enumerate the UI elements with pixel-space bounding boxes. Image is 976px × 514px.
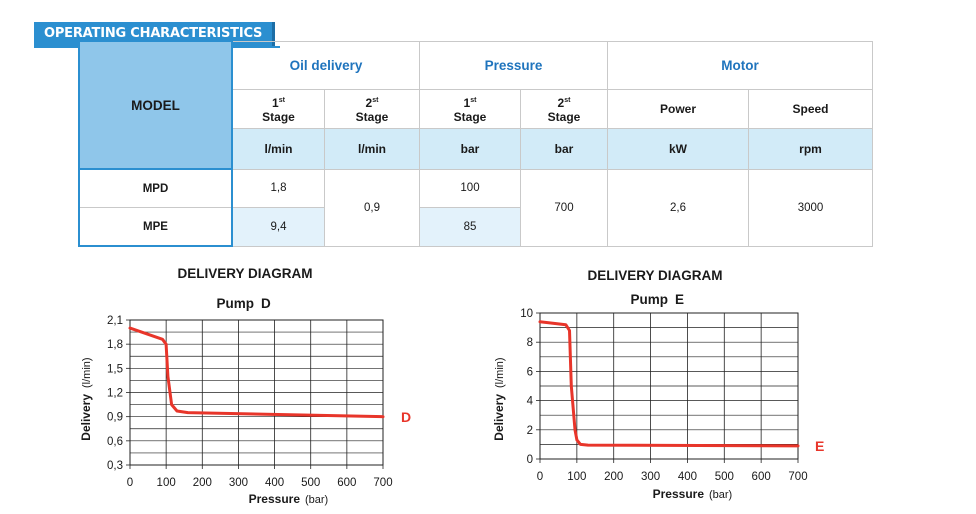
oil-stage2-sup: st xyxy=(372,96,379,104)
y-tick-label: 0,6 xyxy=(107,436,123,448)
oil-delivery-header: Oil delivery xyxy=(231,40,420,90)
x-tick-label: 500 xyxy=(301,477,320,489)
y-axis-label-group: Delivery (l/min) xyxy=(492,357,506,440)
x-tick-label: 700 xyxy=(373,477,392,489)
x-axis-unit: (bar) xyxy=(305,494,328,506)
y-tick-label: 10 xyxy=(520,308,533,320)
series-line-d xyxy=(128,326,385,419)
x-tick-label: 500 xyxy=(715,471,734,483)
y-axis-unit: (l/min) xyxy=(494,357,506,388)
y-axis-unit: (l/min) xyxy=(81,357,93,388)
plot-frame xyxy=(129,319,384,466)
series-label-e: E xyxy=(815,438,824,454)
pressure-stage2-num: 2 xyxy=(557,95,565,110)
x-tick-label: 600 xyxy=(752,471,771,483)
operating-characteristics-table: MODEL Oil delivery Pressure Motor 1st St… xyxy=(78,40,873,247)
x-tick-label: 0 xyxy=(537,471,543,483)
model-header: MODEL xyxy=(78,40,233,170)
y-tick-label: 0,3 xyxy=(107,460,123,472)
series-line-e xyxy=(538,320,800,448)
y-tick-label: 1,2 xyxy=(107,388,123,400)
oil-stage2-word: Stage xyxy=(355,109,389,124)
delivery-chart-pump-e: 0 100 200 300 400 500 600 700 0 2 4 6 8 10 Pump E Pressu… xyxy=(492,292,824,501)
row-model-mpe: MPE xyxy=(78,207,233,247)
x-tick-label: 400 xyxy=(265,477,284,489)
pressure-stage1-num: 1 xyxy=(463,95,471,110)
x-axis-label: Pressure xyxy=(653,487,705,501)
y-axis-label: Delivery xyxy=(492,394,506,441)
x-tick-label: 0 xyxy=(127,477,133,489)
unit-p1: bar xyxy=(419,127,521,170)
pressure-stage2-sup: st xyxy=(564,96,571,104)
y-tick-label: 6 xyxy=(527,366,533,378)
y-axis-label-group: Delivery (l/min) xyxy=(79,357,93,440)
unit-speed: rpm xyxy=(748,127,873,170)
mpe-pressure-stage1: 85 xyxy=(419,207,521,247)
pressure-stage1-word: Stage xyxy=(453,109,487,124)
motor-header: Motor xyxy=(607,40,873,90)
pressure-header: Pressure xyxy=(419,40,608,90)
mpd-pressure-stage1: 100 xyxy=(419,168,521,208)
x-axis-label: Pressure xyxy=(249,492,301,506)
y-axis-label: Delivery xyxy=(79,394,93,441)
y-tick-label: 2 xyxy=(527,425,533,437)
chart-d-title: DELIVERY DIAGRAM xyxy=(177,266,313,281)
x-tick-label: 700 xyxy=(788,471,807,483)
oil-stage1-header: 1st Stage xyxy=(231,88,325,129)
chart-e-title: DELIVERY DIAGRAM xyxy=(587,268,723,283)
row-model-mpd: MPD xyxy=(78,168,233,208)
chart-subtitle-letter: D xyxy=(261,296,271,311)
chart-subtitle-letter: E xyxy=(675,292,684,307)
pressure-stage1-header: 1st Stage xyxy=(419,88,521,129)
plot-frame xyxy=(539,312,799,460)
series-label-d: D xyxy=(401,409,411,425)
chart-subtitle-word: Pump xyxy=(216,296,254,311)
x-tick-label: 200 xyxy=(193,477,212,489)
chart-subtitle-word: Pump xyxy=(630,292,668,307)
power-value: 2,6 xyxy=(607,168,749,247)
unit-p2: bar xyxy=(520,127,608,170)
x-tick-label: 200 xyxy=(604,471,623,483)
y-tick-label: 1,8 xyxy=(107,339,123,351)
pressure-stage1-sup: st xyxy=(470,96,477,104)
oil-stage2-num: 2 xyxy=(365,95,373,110)
speed-value: 3000 xyxy=(748,168,873,247)
y-tick-label: 4 xyxy=(527,396,534,408)
x-tick-label: 400 xyxy=(678,471,697,483)
x-tick-label: 300 xyxy=(641,471,660,483)
y-tick-label: 0,9 xyxy=(107,412,123,424)
x-tick-label: 100 xyxy=(567,471,586,483)
oil-stage1-num: 1 xyxy=(272,95,279,110)
y-tick-label: 1,5 xyxy=(107,363,123,375)
unit-power: kW xyxy=(607,127,749,170)
oil-stage1-word: Stage xyxy=(262,109,295,124)
x-tick-label: 300 xyxy=(229,477,248,489)
x-tick-label: 600 xyxy=(337,477,356,489)
speed-header: Speed xyxy=(748,88,873,129)
y-tick-label: 8 xyxy=(527,337,533,349)
mpe-oil-stage1: 9,4 xyxy=(231,207,325,247)
x-tick-label: 100 xyxy=(157,477,176,489)
delivery-chart-pump-d: 0 100 200 300 400 500 600 700 0,3 0,6 0,9 1,2 1,5 1,8… xyxy=(79,296,411,506)
x-axis-unit: (bar) xyxy=(709,489,732,501)
y-tick-label: 2,1 xyxy=(107,315,123,327)
pressure-stage2-word: Stage xyxy=(547,109,581,124)
y-tick-label: 0 xyxy=(527,454,533,466)
oil-stage2-header: 2st Stage xyxy=(324,88,420,129)
pressure-stage2-header: 2st Stage xyxy=(520,88,608,129)
oil-stage1-sup: st xyxy=(278,96,285,104)
